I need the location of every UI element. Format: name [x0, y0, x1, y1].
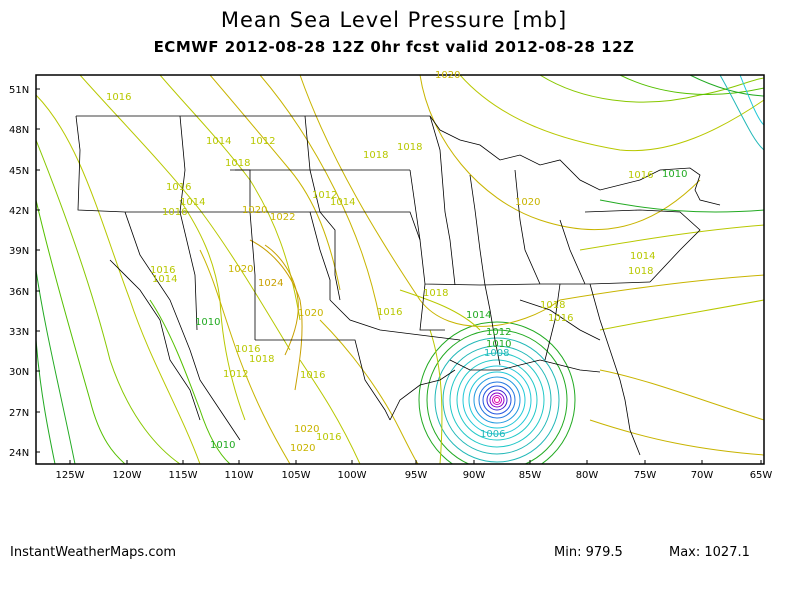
- isobar-label: 1018: [628, 266, 653, 277]
- isobar-label: 1012: [250, 136, 275, 147]
- isobar-label: 1014: [206, 136, 231, 147]
- isobar-label: 1014: [180, 197, 205, 208]
- isobar-label: 1022: [270, 212, 295, 223]
- isobar-label: 1012: [312, 190, 337, 201]
- isobar-label: 1016: [166, 182, 191, 193]
- lon-label-75w: 75W: [634, 470, 657, 481]
- lat-label-39n: 39N: [9, 246, 29, 257]
- isobar-label: 1018: [363, 150, 388, 161]
- isobar-label: 1010: [195, 317, 220, 328]
- isobar-label: 1010: [486, 339, 511, 350]
- lon-label-65w: 65W: [750, 470, 773, 481]
- map-subtitle: ECMWF 2012-08-28 12Z 0hr fcst valid 2012…: [153, 38, 635, 56]
- isobar-label: 1020: [435, 70, 460, 81]
- isobar-label: 1014: [152, 274, 177, 285]
- latitude-labels: 51N 48N 45N 42N 39N 36N 33N 30N 27N 24N: [9, 85, 40, 459]
- isobar-label: 1018: [540, 300, 565, 311]
- lon-label-120w: 120W: [113, 470, 142, 481]
- lat-label-30n: 30N: [9, 367, 29, 378]
- map-frame: [35, 74, 765, 465]
- lat-label-45n: 45N: [9, 166, 29, 177]
- lon-label-125w: 125W: [56, 470, 85, 481]
- isobar-label: 1018: [249, 354, 274, 365]
- isobar-label: 1018: [423, 288, 448, 299]
- isobar-label: 1010: [210, 440, 235, 451]
- lat-label-48n: 48N: [9, 125, 29, 136]
- isobar-label: 1006: [480, 429, 505, 440]
- isobar-label: 1012: [486, 327, 511, 338]
- lon-label-90w: 90W: [463, 470, 486, 481]
- state-boundaries: [75, 115, 721, 456]
- isobar-label: 1016: [628, 170, 653, 181]
- isobar-label: 1016: [106, 92, 131, 103]
- isobar-label: 1016: [162, 207, 187, 218]
- lon-label-100w: 100W: [338, 470, 367, 481]
- lat-label-27n: 27N: [9, 408, 29, 419]
- isobar-label: 1014: [330, 197, 355, 208]
- isobar-label: 1016: [316, 432, 341, 443]
- lat-label-24n: 24N: [9, 448, 29, 459]
- isobar-label: 1018: [397, 142, 422, 153]
- lon-label-95w: 95W: [405, 470, 428, 481]
- isobar-label: 1010: [662, 169, 687, 180]
- isobar-label: 1008: [484, 348, 509, 359]
- lat-label-33n: 33N: [9, 327, 29, 338]
- isobar-label: 1020: [294, 424, 319, 435]
- map-title: Mean Sea Level Pressure [mb]: [220, 8, 568, 32]
- lon-label-70w: 70W: [691, 470, 714, 481]
- isobar-label: 1020: [242, 205, 267, 216]
- isobar-label: 1012: [223, 369, 248, 380]
- isobar-label: 1016: [377, 307, 402, 318]
- max-pressure: Max: 1027.1: [669, 545, 750, 560]
- site-credit: InstantWeatherMaps.com: [10, 545, 177, 560]
- isobar-label: 1020: [515, 197, 540, 208]
- lon-label-105w: 105W: [282, 470, 311, 481]
- lat-label-51n: 51N: [9, 85, 29, 96]
- lon-label-80w: 80W: [576, 470, 599, 481]
- isobar-label: 1014: [466, 310, 491, 321]
- lon-label-115w: 115W: [169, 470, 198, 481]
- isobar-lines: [36, 75, 764, 464]
- isobar-label: 1016: [548, 313, 573, 324]
- lon-label-110w: 110W: [225, 470, 254, 481]
- lat-label-42n: 42N: [9, 206, 29, 217]
- isobar-label: 1024: [258, 278, 283, 289]
- isobar-label: 1018: [225, 158, 250, 169]
- lon-label-85w: 85W: [519, 470, 542, 481]
- hurricane-isobars: [418, 321, 576, 464]
- lat-label-36n: 36N: [9, 287, 29, 298]
- isobar-label: 1016: [300, 370, 325, 381]
- isobar-label: 1016: [235, 344, 260, 355]
- isobar-label: 1020: [228, 264, 253, 275]
- min-pressure: Min: 979.5: [554, 545, 623, 560]
- isobar-label: 1020: [290, 443, 315, 454]
- longitude-labels: 125W 120W 115W 110W 105W 100W 95W 90W 85W 80W 75W 7…: [56, 460, 773, 481]
- isobar-label: 1014: [630, 251, 655, 262]
- isobar-label: 1020: [298, 308, 323, 319]
- isobar-label: 1016: [150, 265, 175, 276]
